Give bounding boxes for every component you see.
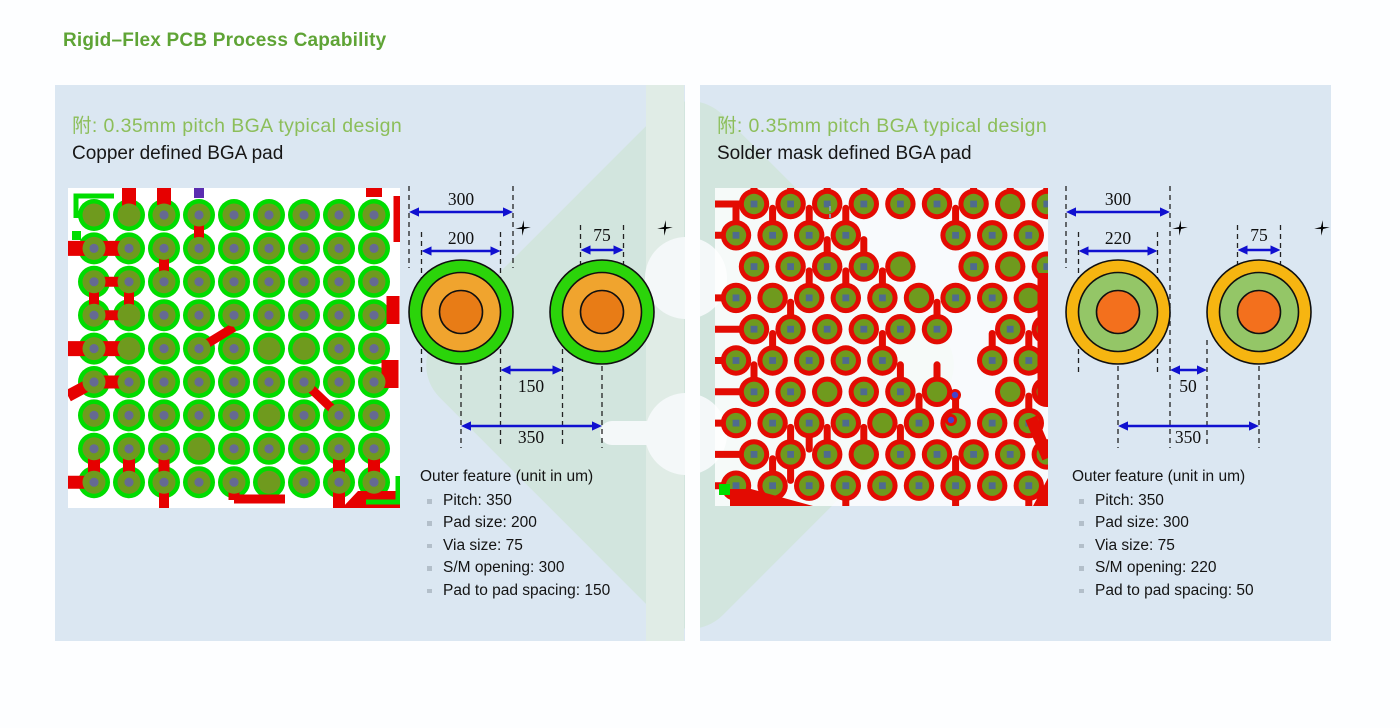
spec-pad-spacing: Pad to pad spacing: 50 bbox=[1072, 580, 1331, 602]
sparkle-marker bbox=[1314, 220, 1330, 236]
outer-feature-specs: Outer feature (unit in um) Pitch: 350 Pa… bbox=[420, 468, 685, 602]
pcb-cad-screenshot-mask-defined bbox=[711, 184, 1062, 510]
dim-pad-size: 300 bbox=[1104, 189, 1132, 209]
spec-via-size: Via size: 75 bbox=[420, 535, 685, 557]
spec-pad-size: Pad size: 200 bbox=[420, 512, 685, 534]
spec-pad-spacing: Pad to pad spacing: 150 bbox=[420, 580, 685, 602]
dim-sm-opening: 220 bbox=[1104, 228, 1132, 248]
dim-via-size: 75 bbox=[593, 225, 611, 245]
sparkle-marker bbox=[657, 220, 673, 236]
spec-pitch: Pitch: 350 bbox=[1072, 490, 1331, 512]
dim-pad-spacing: 150 bbox=[517, 376, 545, 396]
outer-feature-specs: Outer feature (unit in um) Pitch: 350 Pa… bbox=[1072, 468, 1331, 602]
pad-dimension-diagram: 300 220 75 50 350 bbox=[1052, 180, 1331, 470]
dim-pad-spacing: 50 bbox=[1179, 376, 1197, 396]
panel-subtitle: Solder mask defined BGA pad bbox=[717, 143, 972, 164]
sparkle-marker bbox=[515, 220, 531, 236]
dim-pad-size: 200 bbox=[447, 228, 475, 248]
page-title: Rigid–Flex PCB Process Capability bbox=[63, 30, 387, 51]
spec-via-size: Via size: 75 bbox=[1072, 535, 1331, 557]
dim-via-size: 75 bbox=[1250, 225, 1268, 245]
spec-sm-opening: S/M opening: 300 bbox=[420, 557, 685, 579]
specs-heading: Outer feature (unit in um) bbox=[420, 468, 594, 485]
panel-header-cn: 附: 0.35mm pitch BGA typical design bbox=[717, 115, 1048, 137]
dim-pitch: 350 bbox=[517, 427, 545, 447]
dim-sm-opening: 300 bbox=[447, 189, 475, 209]
panel-subtitle: Copper defined BGA pad bbox=[72, 143, 284, 164]
pad-dimension-diagram: 300 200 75 150 350 bbox=[395, 180, 685, 470]
spec-pad-size: Pad size: 300 bbox=[1072, 512, 1331, 534]
sparkle-marker bbox=[1172, 220, 1188, 236]
spec-pitch: Pitch: 350 bbox=[420, 490, 685, 512]
dim-pitch: 350 bbox=[1174, 427, 1202, 447]
panel-header-cn: 附: 0.35mm pitch BGA typical design bbox=[72, 115, 403, 137]
panel-mask-defined: 附: 0.35mm pitch BGA typical design Solde… bbox=[700, 85, 1331, 641]
panel-copper-defined: 附: 0.35mm pitch BGA typical design Coppe… bbox=[55, 85, 685, 641]
specs-heading: Outer feature (unit in um) bbox=[1072, 468, 1246, 485]
spec-sm-opening: S/M opening: 220 bbox=[1072, 557, 1331, 579]
pcb-cad-screenshot-copper-defined bbox=[65, 188, 401, 508]
